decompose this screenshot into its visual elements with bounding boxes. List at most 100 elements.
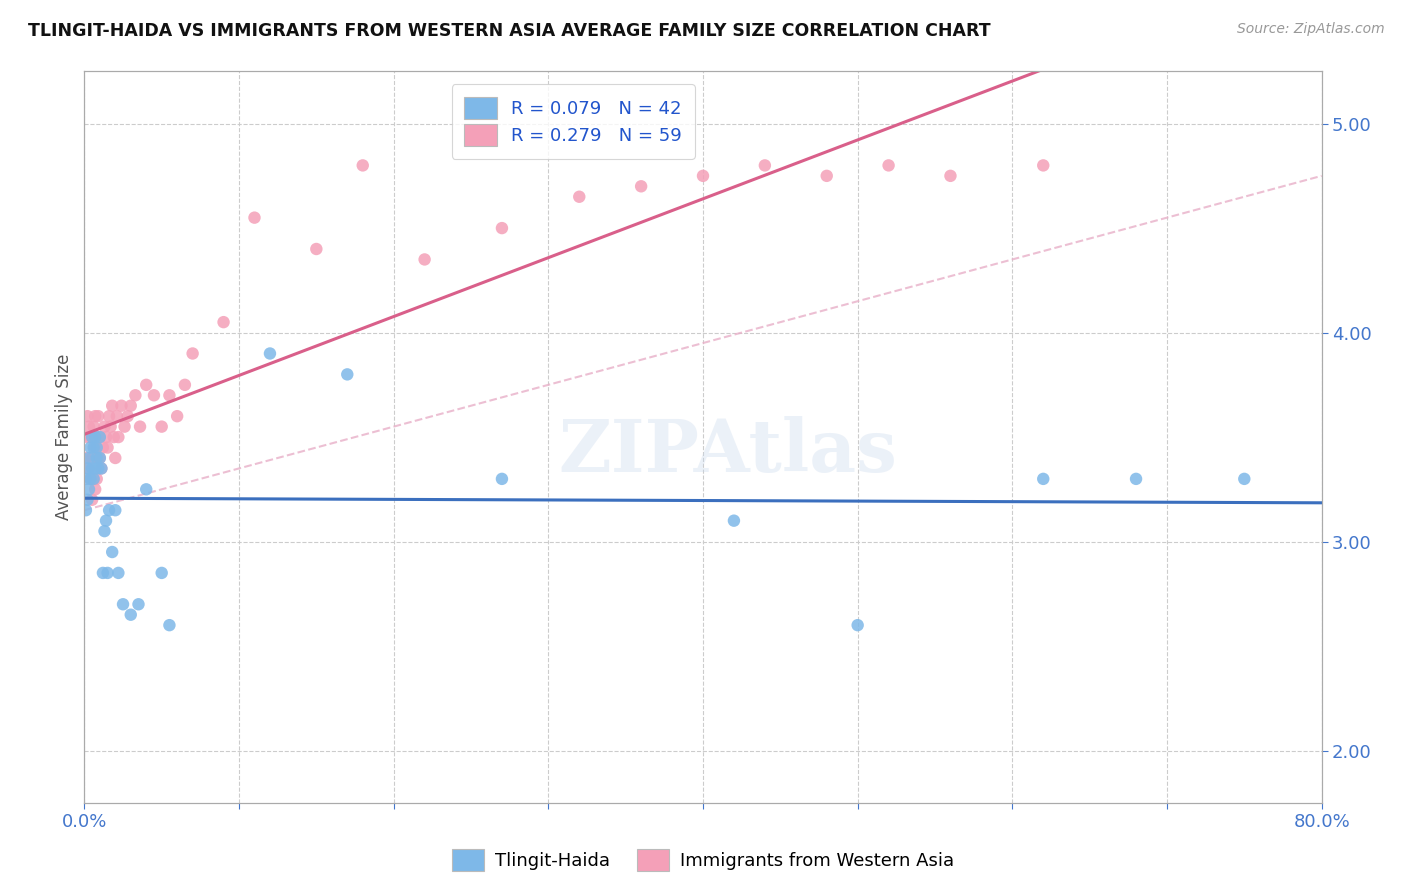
Point [79,441,101,455]
Point [82,492,104,507]
Point [84,441,107,455]
Point [103,430,125,444]
Point [75,503,97,517]
Point [83,441,105,455]
Point [413,252,436,267]
Point [96,566,118,580]
Text: TLINGIT-HAIDA VS IMMIGRANTS FROM WESTERN ASIA AVERAGE FAMILY SIZE CORRELATION CH: TLINGIT-HAIDA VS IMMIGRANTS FROM WESTERN… [28,22,991,40]
Point [86,472,108,486]
Point [90,461,112,475]
Point [87,461,110,475]
Point [1032,158,1054,172]
Point [114,419,136,434]
Point [89,450,111,465]
Point [87,450,110,465]
Point [76,492,98,507]
Point [87,409,110,424]
Point [84,409,107,424]
Point [77,450,100,465]
Point [135,483,157,497]
Point [754,158,776,172]
Point [94,430,117,444]
Point [96,441,118,455]
Text: ZIPAtlas: ZIPAtlas [558,417,897,487]
Point [110,399,132,413]
Y-axis label: Average Family Size: Average Family Size [55,354,73,520]
Point [94,514,117,528]
Point [91,441,114,455]
Point [259,346,281,360]
Point [181,346,204,360]
Text: Source: ZipAtlas.com: Source: ZipAtlas.com [1237,22,1385,37]
Point [692,169,714,183]
Point [86,441,108,455]
Point [83,419,105,434]
Point [1233,472,1256,486]
Point [84,430,107,444]
Point [107,566,129,580]
Point [79,472,101,486]
Point [86,450,108,465]
Point [212,315,235,329]
Point [107,430,129,444]
Point [89,450,111,465]
Point [93,419,115,434]
Point [77,483,100,497]
Point [100,419,122,434]
Point [846,618,869,632]
Point [82,450,104,465]
Point [77,419,100,434]
Point [568,190,591,204]
Point [723,514,745,528]
Point [120,607,142,622]
Point [98,503,121,517]
Point [101,399,124,413]
Point [91,566,114,580]
Point [82,461,104,475]
Point [86,430,108,444]
Point [124,388,146,402]
Point [243,211,266,225]
Point [83,472,105,486]
Point [101,545,124,559]
Point [336,368,359,382]
Point [98,409,121,424]
Point [939,169,962,183]
Point [77,461,100,475]
Point [76,461,98,475]
Point [117,409,139,424]
Point [1032,472,1054,486]
Point [150,566,173,580]
Point [93,524,115,538]
Point [305,242,328,256]
Point [135,377,157,392]
Point [104,503,127,517]
Point [76,430,98,444]
Point [352,158,374,172]
Point [491,221,513,235]
Point [143,388,166,402]
Point [630,179,652,194]
Point [877,158,900,172]
Legend: Tlingit-Haida, Immigrants from Western Asia: Tlingit-Haida, Immigrants from Western A… [444,842,962,879]
Point [82,430,104,444]
Point [84,483,107,497]
Point [120,399,142,413]
Point [491,472,513,486]
Point [105,409,128,424]
Point [76,409,98,424]
Point [174,377,197,392]
Legend: R = 0.079   N = 42, R = 0.279   N = 59: R = 0.079 N = 42, R = 0.279 N = 59 [451,84,695,159]
Point [75,450,97,465]
Point [815,169,838,183]
Point [84,461,107,475]
Point [159,618,180,632]
Point [79,430,101,444]
Point [83,472,105,486]
Point [90,461,112,475]
Point [127,597,149,611]
Point [75,472,97,486]
Point [1125,472,1147,486]
Point [89,430,111,444]
Point [104,450,127,465]
